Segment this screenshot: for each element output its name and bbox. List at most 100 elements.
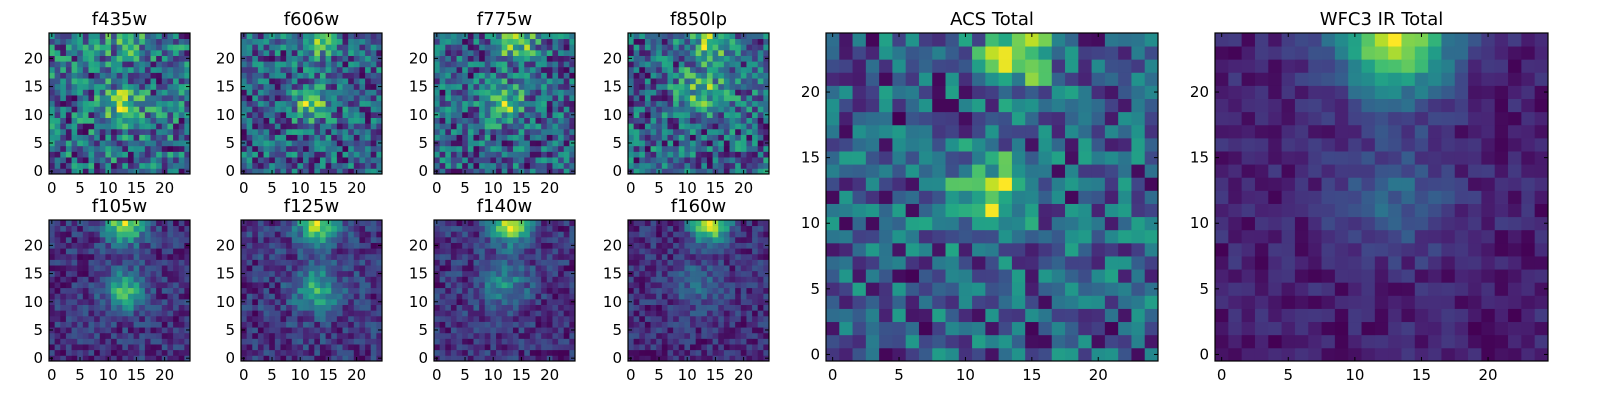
heatmap-cell bbox=[518, 259, 525, 266]
heatmap-cell bbox=[644, 55, 651, 62]
heatmap-cell bbox=[150, 151, 157, 158]
heatmap-cell bbox=[94, 123, 101, 130]
heatmap-cell bbox=[111, 89, 118, 96]
heatmap-cell bbox=[370, 298, 377, 305]
heatmap-cell bbox=[184, 349, 191, 356]
heatmap-cell bbox=[105, 259, 112, 266]
heatmap-cell bbox=[88, 61, 95, 68]
heatmap-cell bbox=[241, 276, 248, 283]
heatmap-cell bbox=[286, 248, 293, 255]
heatmap-cell bbox=[684, 270, 691, 277]
heatmap-cell bbox=[569, 225, 576, 232]
heatmap-cell bbox=[49, 293, 56, 300]
heatmap-cell bbox=[507, 55, 514, 62]
heatmap-cell bbox=[740, 61, 747, 68]
heatmap-cell bbox=[308, 78, 315, 85]
heatmap-cell bbox=[252, 55, 259, 62]
heatmap-cell bbox=[740, 140, 747, 147]
heatmap-cell bbox=[706, 123, 713, 130]
heatmap-cell bbox=[139, 298, 146, 305]
heatmap-cell bbox=[173, 248, 180, 255]
heatmap-cell bbox=[178, 95, 185, 102]
heatmap-cell bbox=[331, 168, 338, 175]
heatmap-cell bbox=[690, 100, 697, 107]
heatmap-cell bbox=[633, 349, 640, 356]
heatmap-cell bbox=[111, 327, 118, 334]
heatmap-cell bbox=[127, 315, 134, 322]
heatmap-cell bbox=[82, 78, 89, 85]
heatmap-cell bbox=[286, 327, 293, 334]
heatmap-cell bbox=[518, 298, 525, 305]
heatmap-cell bbox=[139, 276, 146, 283]
heatmap-cell bbox=[252, 298, 259, 305]
heatmap-cell bbox=[167, 225, 174, 232]
heatmap-cell bbox=[353, 157, 360, 164]
heatmap-cell bbox=[348, 259, 355, 266]
heatmap-cell bbox=[314, 49, 321, 56]
heatmap-cell bbox=[150, 220, 157, 227]
heatmap-cell bbox=[263, 33, 270, 40]
heatmap-cell bbox=[308, 298, 315, 305]
heatmap-cell bbox=[71, 106, 78, 113]
y-tick-label: 0 bbox=[225, 162, 235, 180]
heatmap-cell bbox=[71, 66, 78, 73]
heatmap-cell bbox=[359, 95, 366, 102]
heatmap-cell bbox=[667, 315, 674, 322]
heatmap-cell bbox=[252, 106, 259, 113]
heatmap-cell bbox=[325, 315, 332, 322]
heatmap-cell bbox=[439, 327, 446, 334]
heatmap-cell bbox=[342, 100, 349, 107]
heatmap-cell bbox=[353, 304, 360, 311]
heatmap-cell bbox=[342, 298, 349, 305]
heatmap-cell bbox=[535, 145, 542, 152]
heatmap-cell bbox=[88, 38, 95, 45]
heatmap-cell bbox=[569, 259, 576, 266]
heatmap-cell bbox=[673, 123, 680, 130]
heatmap-cell bbox=[49, 89, 56, 96]
heatmap-cell bbox=[308, 117, 315, 124]
heatmap-cell bbox=[706, 78, 713, 85]
heatmap-cell bbox=[133, 265, 140, 272]
heatmap-cell bbox=[479, 225, 486, 232]
heatmap-cell bbox=[319, 338, 326, 345]
heatmap-cell bbox=[77, 242, 84, 249]
heatmap-cell bbox=[336, 231, 343, 238]
heatmap-cell bbox=[246, 327, 253, 334]
heatmap-cell bbox=[507, 236, 514, 243]
heatmap-cell bbox=[286, 315, 293, 322]
heatmap-cell bbox=[359, 304, 366, 311]
heatmap-cell bbox=[105, 78, 112, 85]
heatmap-cell bbox=[445, 304, 452, 311]
heatmap-cell bbox=[507, 276, 514, 283]
heatmap-cell bbox=[729, 55, 736, 62]
heatmap-cell bbox=[342, 140, 349, 147]
heatmap-cell bbox=[633, 157, 640, 164]
heatmap-cell bbox=[291, 259, 298, 266]
x-tick-label: 5 bbox=[75, 179, 85, 197]
heatmap-cell bbox=[280, 293, 287, 300]
heatmap-cell bbox=[178, 38, 185, 45]
heatmap-cell bbox=[105, 66, 112, 73]
heatmap-cell bbox=[729, 327, 736, 334]
heatmap-cell bbox=[246, 310, 253, 317]
heatmap-cell bbox=[60, 140, 67, 147]
heatmap-cell bbox=[690, 44, 697, 51]
heatmap-cell bbox=[116, 44, 123, 51]
heatmap-cell bbox=[246, 111, 253, 118]
heatmap-cell bbox=[735, 332, 742, 339]
heatmap-cell bbox=[524, 248, 531, 255]
heatmap-cell bbox=[684, 134, 691, 141]
heatmap-cell bbox=[563, 225, 570, 232]
heatmap-cell bbox=[490, 157, 497, 164]
heatmap-cell bbox=[269, 236, 276, 243]
heatmap-cell bbox=[484, 49, 491, 56]
heatmap-cell bbox=[252, 253, 259, 260]
heatmap-cell bbox=[167, 111, 174, 118]
y-tick-label: 10 bbox=[24, 106, 43, 124]
heatmap-cell bbox=[122, 225, 129, 232]
heatmap-cell bbox=[661, 344, 668, 351]
heatmap-cell bbox=[512, 72, 519, 79]
heatmap-cell bbox=[348, 33, 355, 40]
heatmap-cell bbox=[729, 106, 736, 113]
